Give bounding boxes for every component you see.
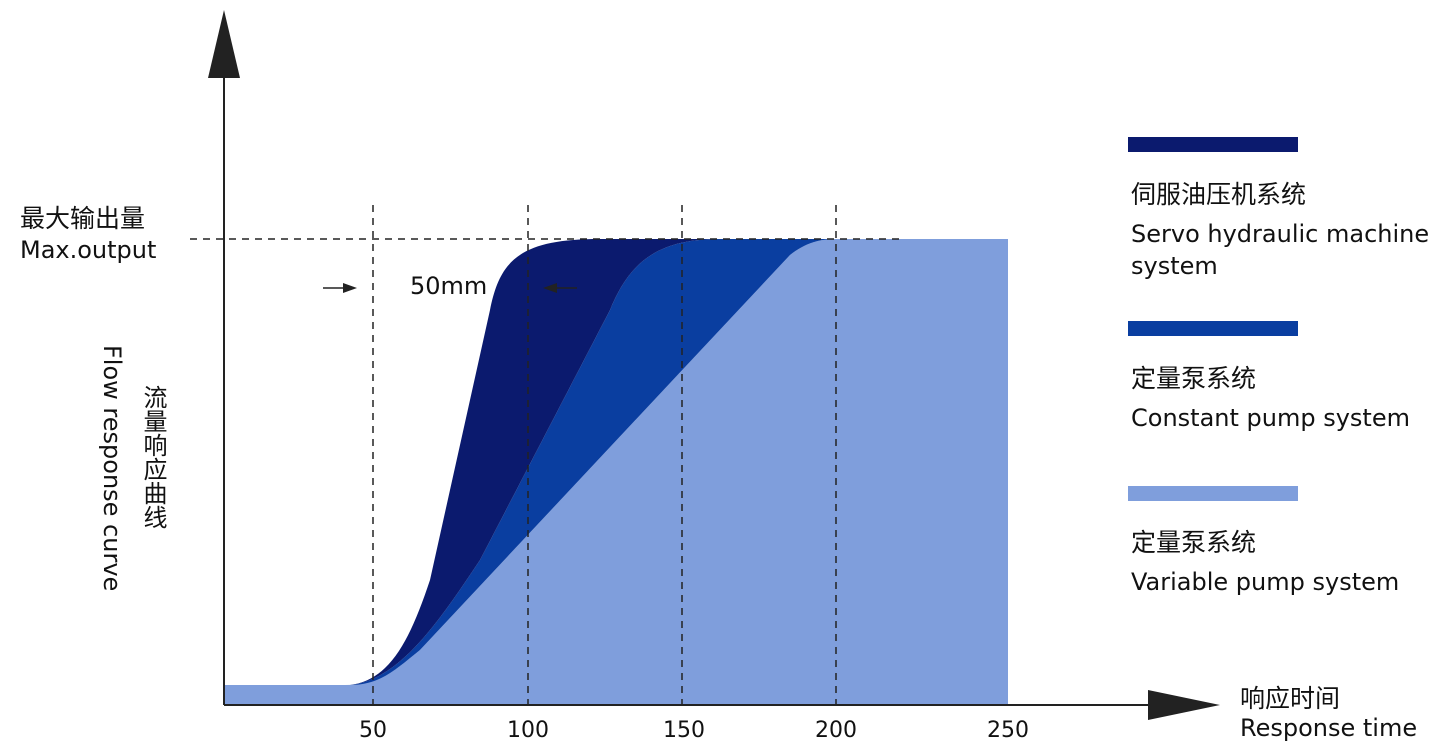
legend-zh: 定量泵系统 (1131, 528, 1257, 557)
y-title-en: Flow response curve (98, 345, 126, 592)
x-tick-label: 200 (815, 718, 857, 743)
dimension-arrowhead (343, 283, 357, 293)
guides (190, 205, 905, 705)
legend-swatch (1128, 321, 1298, 336)
legend-swatch (1128, 137, 1298, 152)
legend-zh: 伺服油压机系统 (1131, 180, 1307, 209)
y-title-zh: 流量响应曲线 (139, 385, 167, 529)
annotation: 50mm (410, 272, 488, 300)
legend-en: system (1131, 252, 1218, 280)
legend-zh: 定量泵系统 (1131, 364, 1257, 393)
x-title-zh: 响应时间 (1240, 684, 1341, 713)
max-output-zh: 最大输出量 (20, 204, 146, 233)
variable-pump-area (224, 239, 1008, 705)
x-title-en: Response time (1240, 714, 1418, 742)
x-tick-label: 50 (359, 718, 387, 743)
legend-swatch (1128, 486, 1298, 501)
x-tick-label: 100 (507, 718, 549, 743)
legend-en: Variable pump system (1131, 568, 1400, 596)
dimension-arrowhead (543, 283, 557, 293)
legend-en: Constant pump system (1131, 404, 1410, 432)
x-axis-arrow (1148, 690, 1220, 720)
servo-area (350, 239, 720, 685)
legend-en: Servo hydraulic machine (1131, 220, 1430, 248)
max-output-en: Max.output (20, 236, 157, 264)
x-tick-label: 150 (663, 718, 705, 743)
x-tick-label: 250 (987, 718, 1029, 743)
y-axis-arrow (208, 10, 240, 78)
constant-pump-area (350, 239, 836, 685)
